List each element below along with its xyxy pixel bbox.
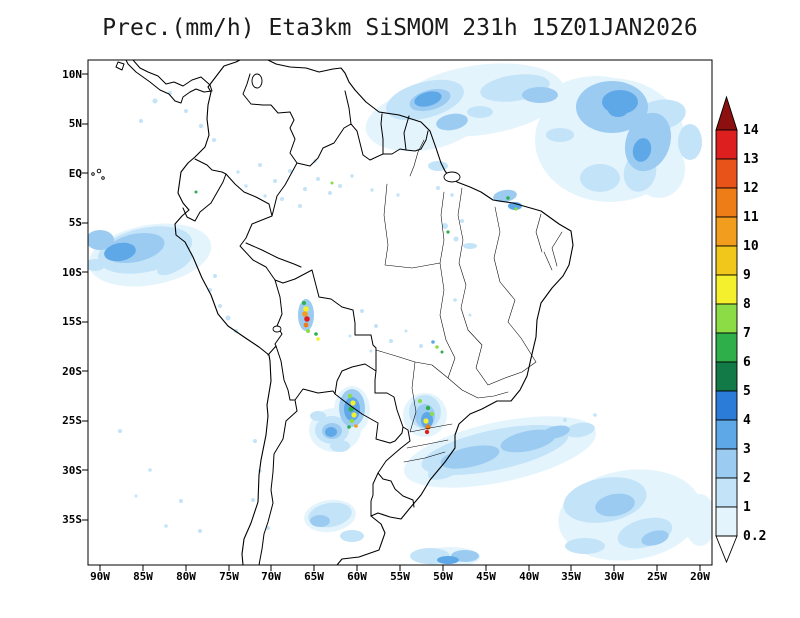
lon-tick-label: 90W [90,570,110,583]
convective-cells [194,181,518,435]
colorbar-label: 8 [743,297,751,312]
colorbar-segment [715,361,738,392]
galapagos-island [91,172,95,176]
state-borders [375,139,563,463]
colorbar-segment [715,332,738,363]
colorbar-label: 9 [743,268,751,283]
galapagos-island [101,176,105,180]
galapagos-island [96,168,102,174]
colorbar-segment [715,448,738,479]
lon-tick-label: 20W [690,570,710,583]
colorbar-label: 14 [743,123,759,138]
colorbar-label: 3 [743,442,751,457]
lon-tick-label: 45W [476,570,496,583]
colorbar-label: 2 [743,471,751,486]
colorbar-label: 4 [743,413,751,428]
lake-maracaibo [251,73,263,89]
axes-frame [82,59,713,571]
lake-titicaca [272,325,282,333]
marajo-island [443,171,461,183]
lat-tick-marks [82,73,88,521]
precip-speckles [118,91,597,533]
colorbar-arrow-top [715,95,738,131]
lat-tick-label: EQ [68,167,82,180]
colorbar-segment [715,506,738,537]
colorbar-segment [715,129,738,160]
colorbar-label: 12 [743,181,759,196]
colorbar-segment [715,303,738,334]
colorbar-label: 10 [743,239,759,254]
colorbar-segment [715,245,738,276]
lon-tick-marks [99,565,701,571]
colorbar-label: 5 [743,384,751,399]
colorbar-label: 0.2 [743,529,767,544]
country-borders [182,73,429,565]
colorbar-segment [715,158,738,189]
colorbar-segment [715,216,738,247]
colorbar-segment [715,390,738,421]
coastline [174,60,574,565]
lon-tick-label: 60W [347,570,367,583]
lat-tick-label: 10N [62,68,82,81]
central-america [115,60,213,104]
colorbar-label: 13 [743,152,759,167]
lon-tick-label: 40W [519,570,539,583]
colorbar-segment [715,187,738,218]
lon-tick-label: 25W [647,570,667,583]
lat-tick-label: 5N [68,117,82,130]
precipitation-layer [88,63,712,565]
lon-tick-label: 30W [604,570,624,583]
geography-layer [91,60,574,565]
lon-tick-label: 75W [219,570,239,583]
lon-tick-label: 80W [176,570,196,583]
lat-tick-label: 5S [68,216,82,229]
lon-tick-label: 50W [433,570,453,583]
colorbar-label: 11 [743,210,759,225]
lakes-and-islands [91,73,461,333]
plot-title: Prec.(mm/h) Eta3km SiSMOM 231h 15Z01JAN2… [102,15,698,41]
lon-tick-label: 85W [133,570,153,583]
colorbar-label: 1 [743,500,751,515]
lon-tick-label: 35W [561,570,581,583]
lat-tick-label: 30S [62,464,82,477]
colorbar-segment [715,477,738,508]
lat-tick-label: 25S [62,414,82,427]
colorbar-label: 6 [743,355,751,370]
lon-tick-label: 55W [390,570,410,583]
colorbar-label: 7 [743,326,751,341]
lon-tick-label: 65W [304,570,324,583]
colorbar-segment [715,419,738,450]
colorbar-arrow-bottom [715,535,738,564]
colorbar [715,95,738,564]
lat-tick-label: 35S [62,513,82,526]
lat-tick-label: 10S [62,266,82,279]
lat-tick-label: 15S [62,315,82,328]
lat-tick-label: 20S [62,365,82,378]
lon-tick-label: 70W [261,570,281,583]
colorbar-segment [715,274,738,305]
